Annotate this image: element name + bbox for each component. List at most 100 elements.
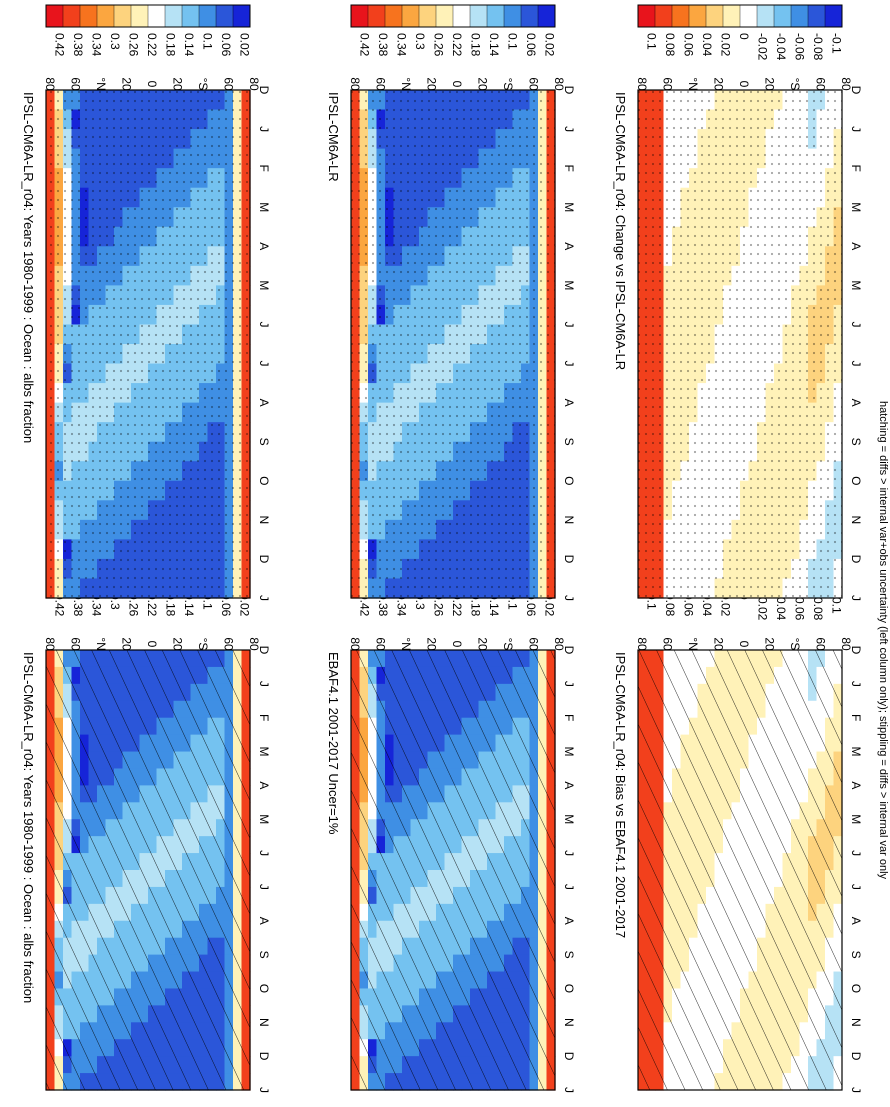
colorbar-swatch xyxy=(722,4,741,28)
month-tick-label: J xyxy=(257,595,271,601)
lat-tick-label: °N xyxy=(686,77,700,90)
month-tick-label: D xyxy=(849,1052,863,1061)
colorbar-swatch xyxy=(45,4,64,28)
colorbar-label: -0.08 xyxy=(811,33,825,61)
colorbar-swatch xyxy=(232,4,251,28)
colorbar-label: 0.06 xyxy=(219,33,233,57)
colorbar-swatch xyxy=(486,4,505,28)
colorbar-label: 0.3 xyxy=(108,33,122,50)
colorbar-label: 0.38 xyxy=(71,593,85,617)
colorbar-swatch xyxy=(469,4,488,28)
month-tick-label: J xyxy=(849,126,863,132)
lat-tick-label: 20 xyxy=(171,637,185,651)
month-tick-label: M xyxy=(257,202,271,212)
month-tick-label: A xyxy=(257,781,271,789)
panel-5: 80 60 °N 20 0 20 °S 60 80DJFMAMJJASONDJIPSL-CM6A… xyxy=(613,4,863,601)
colorbar-label: 0.1 xyxy=(644,33,658,50)
colorbar-swatch xyxy=(350,4,369,28)
month-tick-label: M xyxy=(257,747,271,757)
colorbar-label: 0 xyxy=(737,33,751,40)
hatching-overlay xyxy=(351,650,555,1090)
month-tick-label: D xyxy=(257,555,271,564)
colorbar-label: 0.34 xyxy=(394,593,408,617)
month-tick-label: M xyxy=(562,814,576,824)
month-tick-label: A xyxy=(562,781,576,789)
colorbar-label: -0.1 xyxy=(830,33,844,54)
month-tick-label: N xyxy=(562,516,576,525)
colorbar-label: 0.06 xyxy=(524,593,538,617)
month-tick-label: S xyxy=(562,951,576,959)
colorbar-label: 0.34 xyxy=(89,33,103,57)
colorbar-label: 0.26 xyxy=(126,33,140,57)
month-tick-label: S xyxy=(257,951,271,959)
hatching-overlay xyxy=(638,650,842,1090)
colorbar-swatch xyxy=(418,4,437,28)
panel-title: EBAF4.1 2001-2017 Uncer=1% xyxy=(326,652,341,835)
colorbar-label: -0.04 xyxy=(774,593,788,621)
colorbar-label: 0.42 xyxy=(52,33,66,57)
month-tick-label: M xyxy=(849,280,863,290)
lat-tick-label: °S xyxy=(788,78,802,91)
month-tick-label: J xyxy=(562,595,576,601)
panel-title: IPSL-CM6A-LR_r04: Bias vs EBAF4.1 2001-2… xyxy=(613,652,628,938)
colorbar-swatch xyxy=(62,4,81,28)
colorbar-swatch xyxy=(790,4,809,28)
month-tick-label: S xyxy=(849,951,863,959)
month-tick-label: J xyxy=(257,1087,271,1093)
month-tick-label: M xyxy=(849,202,863,212)
colorbar-label: 0.02 xyxy=(718,593,732,617)
lat-tick-label: 80 xyxy=(43,637,57,651)
lat-tick-label: °S xyxy=(501,78,515,91)
panel-1: 80 60 °N 20 0 20 °S 60 80DJFMAMJJASONDJIPSL-CM6A… xyxy=(21,4,271,601)
lat-tick-label: 80 xyxy=(247,637,261,651)
lat-tick-label: 20 xyxy=(476,77,490,91)
colorbar-swatch xyxy=(384,4,403,28)
month-tick-label: M xyxy=(849,814,863,824)
plot-frame xyxy=(45,89,251,599)
lat-tick-label: °N xyxy=(399,637,413,650)
colorbar-label: 0.08 xyxy=(663,33,677,57)
colorbar-label: 0.14 xyxy=(487,33,501,57)
month-tick-label: M xyxy=(562,202,576,212)
colorbar-label: 0.34 xyxy=(394,33,408,57)
month-tick-label: M xyxy=(257,814,271,824)
stippling-overlay xyxy=(351,90,555,598)
colorbar-swatch xyxy=(435,4,454,28)
colorbar-swatch xyxy=(503,4,522,28)
colorbar-swatch xyxy=(756,4,775,28)
month-tick-label: D xyxy=(562,1052,576,1061)
colorbar-swatch xyxy=(113,4,132,28)
colorbar-label: -0.02 xyxy=(756,33,770,61)
lat-tick-label: °S xyxy=(501,638,515,651)
colorbar-label: 0.42 xyxy=(52,593,66,617)
lat-tick-label: °S xyxy=(196,638,210,651)
lat-tick-label: 80 xyxy=(348,77,362,91)
month-tick-label: S xyxy=(562,438,576,446)
colorbar-swatch xyxy=(198,4,217,28)
panel-title: IPSL-CM6A-LR_r04: Change vs IPSL-CM6A-LR xyxy=(613,92,628,370)
lat-tick-label: °N xyxy=(399,77,413,90)
hatching-overlay xyxy=(46,650,250,1090)
month-tick-label: D xyxy=(257,646,271,655)
month-tick-label: J xyxy=(257,321,271,327)
colorbar-swatch xyxy=(452,4,471,28)
lat-tick-label: 80 xyxy=(839,77,853,91)
month-tick-label: A xyxy=(849,781,863,789)
month-tick-label: M xyxy=(849,747,863,757)
month-tick-label: J xyxy=(849,884,863,890)
lat-tick-label: 80 xyxy=(43,77,57,91)
month-tick-label: J xyxy=(257,361,271,367)
month-tick-label: J xyxy=(257,884,271,890)
colorbar-label: 0.04 xyxy=(700,593,714,617)
lat-tick-label: 80 xyxy=(552,77,566,91)
colorbar-label: 0.14 xyxy=(182,593,196,617)
month-tick-label: F xyxy=(562,164,576,171)
lat-tick-label: 20 xyxy=(476,637,490,651)
colorbar-label: 0.06 xyxy=(524,33,538,57)
plot-frame xyxy=(45,649,251,1091)
lat-tick-label: 80 xyxy=(247,77,261,91)
lat-tick-label: 60 xyxy=(222,637,236,651)
month-tick-label: O xyxy=(562,476,576,485)
colorbar-swatch xyxy=(773,4,792,28)
